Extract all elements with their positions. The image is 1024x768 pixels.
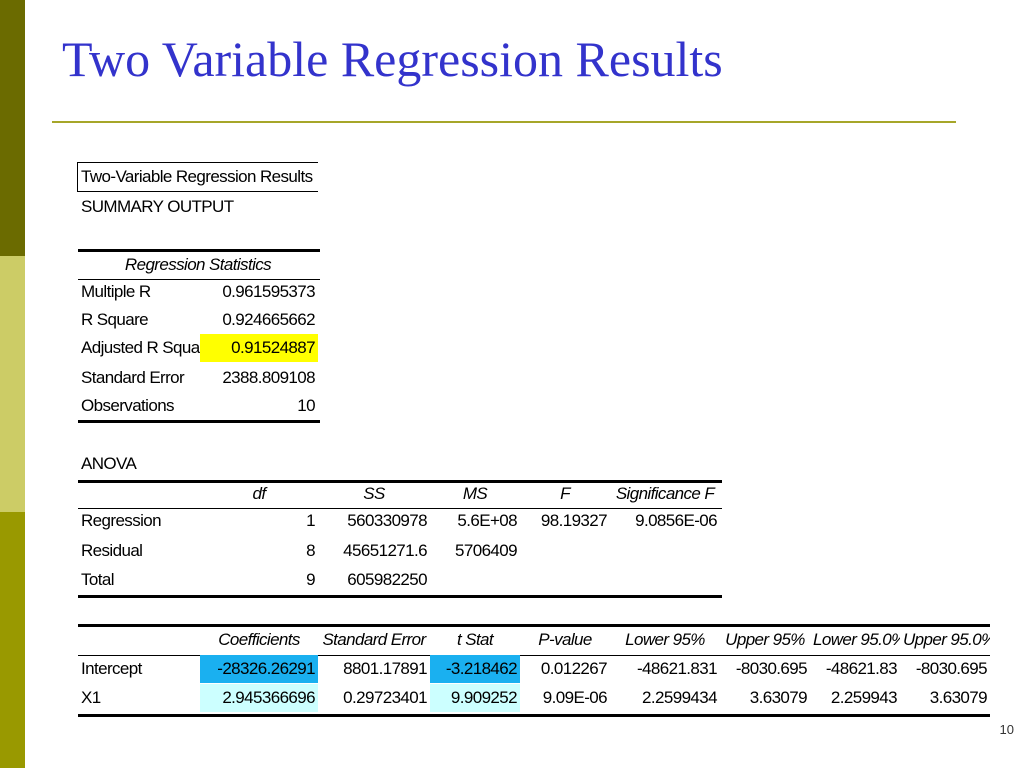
row-label: Multiple R [81,282,151,301]
slide-title: Two Variable Regression Results [62,31,723,87]
value-cell: 0.91524887 [200,334,318,362]
side-bar [0,256,25,512]
table-rule [78,655,990,656]
column-header: Upper 95% [725,630,805,649]
cell-border [77,162,318,192]
row-label: R Square [81,310,149,329]
value-cell: 9 [306,570,315,589]
value-cell: 0.961595373 [222,282,315,301]
table-rule [78,480,722,483]
column-header: F [560,484,570,503]
table-rule [78,595,722,598]
value-cell: 2.945366696 [200,684,318,712]
table-rule [78,279,320,280]
column-header: Upper 95.0% [903,630,990,649]
value-cell: 2388.809108 [222,368,315,387]
value-cell: 560330978 [347,511,427,530]
row-label: X1 [81,688,101,707]
value-cell: 0.924665662 [222,310,315,329]
row-label: Total [81,570,115,589]
table-rule [78,714,990,717]
row-label: Standard Error [81,368,185,387]
page-number: 10 [999,722,1014,737]
value-cell: 3.63079 [749,688,808,707]
value-cell: 9.0856E-06 [635,511,718,530]
row-label: Regression [81,511,162,530]
side-bar [0,512,25,768]
column-header: df [252,484,267,503]
value-cell: 10 [297,396,315,415]
side-bar [0,0,25,256]
value-cell: 5.6E+08 [457,511,517,530]
value-cell: 2.259943 [830,688,898,707]
column-header: t Stat [456,630,494,649]
column-header: Significance F [615,484,715,503]
table-rule [78,624,990,627]
value-cell: 1 [306,511,315,530]
value-cell: 9.09E-06 [542,688,608,707]
column-header: SS [363,484,385,503]
row-label: Observations [81,396,175,415]
value-cell: 0.29723401 [343,688,427,707]
value-cell: 8801.17891 [343,659,427,678]
section-header: Regression Statistics [124,255,272,274]
value-cell: 8 [306,541,315,560]
value-cell: -48621.831 [636,659,718,678]
table-rule [78,420,320,423]
row-label: Intercept [81,659,142,678]
value-cell: 9.909252 [430,684,520,712]
row-label: Adjusted R Square [81,338,200,357]
value-cell: 3.63079 [929,688,988,707]
title-rule [52,121,956,123]
column-header: Coefficients [218,630,300,649]
value-cell: -8030.695 [735,659,808,678]
sheet-subheading: SUMMARY OUTPUT [81,197,234,216]
table-rule [78,508,722,509]
value-cell: -48621.83 [825,659,898,678]
value-cell: 0.012267 [540,659,608,678]
column-header: Standard Error [322,630,426,649]
table-rule [78,249,320,252]
column-header: P-value [538,630,592,649]
value-cell: -28326.26291 [200,655,318,683]
value-cell: -3.218462 [430,655,520,683]
column-header: MS [462,484,488,503]
value-cell: 605982250 [347,570,427,589]
column-header: Lower 95% [625,630,705,649]
section-label: ANOVA [81,454,137,473]
row-label: Residual [81,541,143,560]
value-cell: 98.19327 [540,511,608,530]
value-cell: -8030.695 [915,659,988,678]
value-cell: 2.2599434 [642,688,718,707]
sheet-heading: Two-Variable Regression Results [81,167,313,186]
column-header: Lower 95.0% [813,630,900,649]
value-cell: 45651271.6 [343,541,427,560]
value-cell: 5706409 [455,541,518,560]
